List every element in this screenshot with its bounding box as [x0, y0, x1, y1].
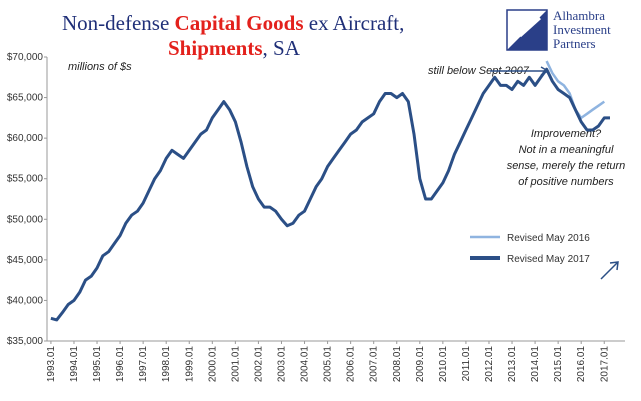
x-tick-label: 1993.01 [46, 346, 57, 383]
logo: Alhambra Investment Partners [506, 8, 611, 51]
x-tick-label: 2000.01 [207, 346, 218, 383]
y-tick-label: $40,000 [7, 295, 44, 306]
x-tick-label: 1996.01 [115, 346, 126, 383]
x-tick-label: 2002.01 [253, 346, 264, 383]
x-tick-label: 2012.01 [484, 346, 495, 383]
x-tick-label: 2003.01 [276, 346, 287, 383]
logo-text: Partners [553, 36, 596, 51]
logo-stroke [518, 16, 542, 38]
y-tick-label: $45,000 [7, 255, 44, 266]
logo-text: Investment [553, 22, 611, 37]
x-tick-label: 2005.01 [323, 346, 334, 383]
chart-title: Non-defense Capital Goods ex Aircraft, [62, 11, 404, 35]
y-tick-label: $65,000 [7, 93, 44, 104]
title-part: , SA [263, 36, 301, 60]
x-tick-label: 1999.01 [184, 346, 195, 383]
x-tick-label: 2013.01 [507, 346, 518, 383]
legend-label: Revised May 2017 [507, 254, 590, 265]
annotation: Not in a meaningful [519, 144, 614, 156]
x-tick-label: 2015.01 [553, 346, 564, 383]
x-tick-label: 1997.01 [138, 346, 149, 383]
x-tick-label: 1998.01 [161, 346, 172, 383]
x-tick-label: 2011.01 [461, 346, 472, 382]
x-tick-label: 1994.01 [69, 346, 80, 383]
x-tick-label: 2004.01 [300, 346, 311, 383]
x-tick-label: 2009.01 [415, 346, 426, 383]
x-tick-label: 1995.01 [92, 346, 103, 383]
x-tick-label: 2001.01 [230, 346, 241, 383]
title-part: Non-defense [62, 11, 169, 35]
x-tick-label: 2017.01 [599, 346, 610, 383]
title-part: ex Aircraft, [309, 11, 405, 35]
legend-label: Revised May 2016 [507, 233, 590, 244]
x-tick-label: 2010.01 [438, 346, 449, 383]
title-part: Capital Goods [175, 11, 304, 35]
arrow [600, 261, 619, 280]
annotation: sense, merely the return [507, 160, 626, 172]
title-part: Shipments [168, 36, 263, 60]
y-tick-label: $55,000 [7, 174, 44, 185]
x-tick-label: 2006.01 [346, 346, 357, 383]
axis-label: millions of $s [68, 61, 132, 73]
annotation: Improvement? [531, 128, 602, 140]
x-tick-label: 2007.01 [369, 346, 380, 383]
y-tick-label: $70,000 [7, 52, 44, 63]
y-tick-label: $60,000 [7, 133, 44, 144]
x-tick-label: 2014.01 [530, 346, 541, 383]
x-tick-label: 2016.01 [576, 346, 587, 383]
y-tick-label: $50,000 [7, 214, 44, 225]
x-tick-label: 2008.01 [392, 346, 403, 383]
chart-title: Shipments, SA [168, 36, 301, 60]
annotation: of positive numbers [518, 176, 614, 188]
logo-text: Alhambra [553, 8, 605, 23]
arrows [490, 66, 619, 280]
y-tick-label: $35,000 [7, 336, 44, 347]
series-line [50, 67, 610, 322]
annotation: still below Sept 2007 [428, 65, 530, 77]
